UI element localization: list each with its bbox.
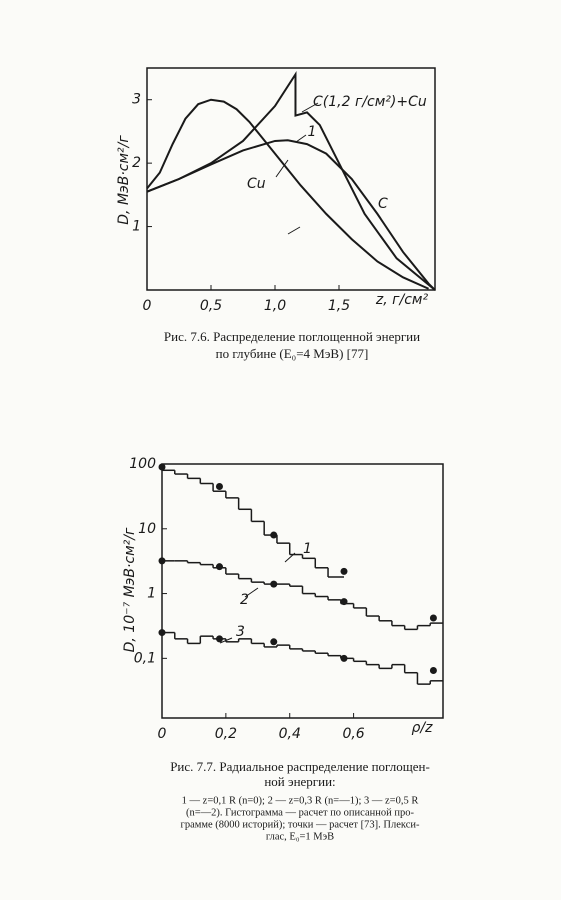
curve-label: C(1,2 г/см²)+Cu: [313, 94, 427, 110]
curve: [146, 139, 436, 291]
x-tick-label: 0,5: [200, 298, 222, 314]
calc-point: [340, 598, 348, 606]
y-tick-label: 2: [132, 155, 141, 171]
y-axis-label: D, 10⁻⁷ МэВ·см²/г: [122, 527, 138, 652]
y-tick-label: 0,1: [134, 650, 156, 666]
calc-point: [429, 666, 437, 674]
calc-point: [340, 567, 348, 575]
y-tick-label: 100: [129, 456, 156, 472]
curve: [146, 70, 436, 291]
calc-point: [270, 638, 278, 646]
x-tick-label: 0,6: [342, 726, 364, 742]
calc-point: [215, 635, 223, 643]
x-tick-label: 0,4: [279, 726, 301, 742]
x-tick-label: 1,0: [264, 298, 286, 314]
caption-note: глас, E₀=1 МэВ: [266, 831, 334, 842]
curve-label: 3: [236, 624, 245, 640]
caption-note: грамме (8000 историй); точки — расчет [7…: [181, 819, 420, 830]
x-tick-label: 0,2: [215, 726, 237, 742]
caption-note: 1 — z=0,1 R (n=0); 2 — z=0,3 R (n=—1); 3…: [182, 795, 419, 806]
calc-point: [158, 463, 166, 471]
calc-point: [158, 557, 166, 565]
curve-label: Cu: [247, 176, 266, 192]
calc-point: [215, 482, 223, 490]
calc-point: [429, 614, 437, 622]
curve-label: 2: [240, 592, 249, 608]
caption-note: (n=—2). Гистограмма — расчет по описанно…: [186, 807, 414, 818]
curve: [146, 98, 430, 290]
plot-frame: [161, 463, 444, 719]
x-tick-label: 0: [158, 726, 167, 742]
calc-point: [340, 654, 348, 662]
caption: Рис. 7.6. Распределение поглощенной энер…: [164, 329, 420, 344]
calc-point: [215, 563, 223, 571]
y-tick-label: 1: [147, 586, 156, 602]
x-axis-label: z, г/см²: [375, 292, 429, 308]
x-tick-label: 1,5: [328, 298, 350, 314]
leader-line: [275, 102, 319, 235]
calc-point: [270, 531, 278, 539]
x-axis-label: ρ/z: [412, 720, 434, 736]
curve-label: C: [378, 196, 388, 212]
caption: по глубине (E₀=4 МэВ) [77]: [216, 346, 369, 361]
plot-frame: [146, 67, 436, 291]
x-tick-label: 0: [143, 298, 152, 314]
caption: ной энергии:: [264, 774, 335, 789]
y-axis-label: D, МэВ·см²/г: [116, 135, 132, 225]
calc-point: [270, 580, 278, 588]
y-tick-label: 3: [132, 92, 141, 108]
caption: Рис. 7.7. Радиальное распределение погло…: [170, 759, 430, 774]
curve-label: 1: [303, 541, 312, 557]
y-tick-label: 1: [132, 219, 141, 235]
y-tick-label: 10: [138, 521, 156, 537]
leader-line: [219, 552, 296, 644]
annotation: 1: [308, 124, 317, 140]
calc-point: [158, 629, 166, 637]
